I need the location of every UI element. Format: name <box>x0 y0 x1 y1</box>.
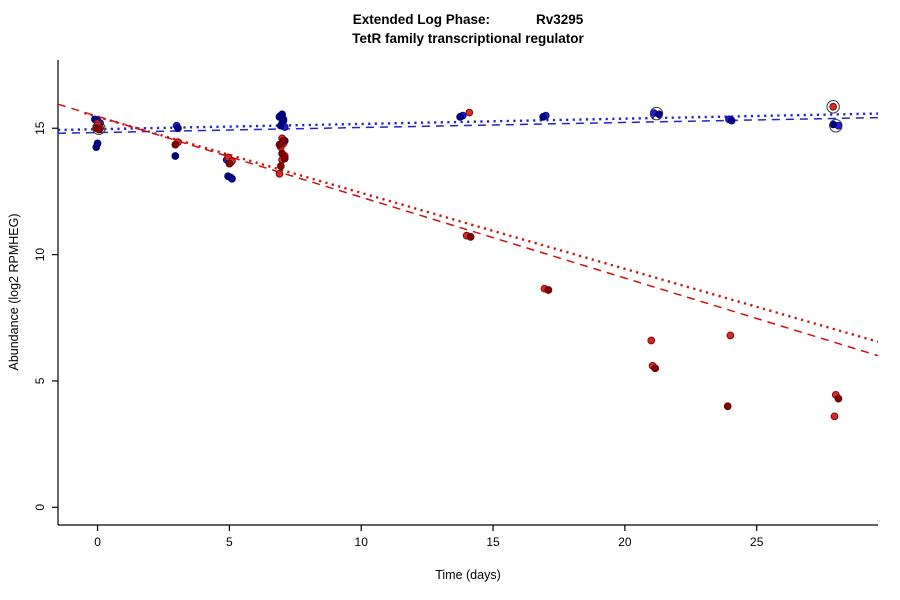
blue-replicate-2-point <box>171 152 180 160</box>
circled-outlier-mark <box>92 121 106 135</box>
chart-title-text: Extended Log Phase: <box>352 12 490 27</box>
x-axis-label: Time (days) <box>435 568 501 582</box>
x-tick-label: 5 <box>226 535 233 549</box>
y-tick-label: 15 <box>33 121 47 135</box>
red-replicate-2-point <box>225 159 234 168</box>
blue-dotted-fit-line <box>58 112 878 132</box>
red-replicate-1-point <box>830 412 839 421</box>
y-axis-label: Abundance (log2 RPMHEG) <box>7 213 21 371</box>
red-replicate-1-point <box>465 108 474 117</box>
red-replicate-2-point <box>544 286 553 294</box>
x-tick-label: 20 <box>618 535 632 549</box>
x-tick-label: 25 <box>750 535 764 549</box>
circled-outlier-mark <box>826 100 840 114</box>
x-tick-label: 0 <box>94 535 101 549</box>
circled-outlier-mark <box>829 119 843 133</box>
y-tick-label: 5 <box>33 377 47 384</box>
x-tick-label: 15 <box>486 535 500 549</box>
red-dotted-fit-line <box>84 111 878 343</box>
red-replicate-2-point <box>466 233 475 241</box>
red-replicate-2-point <box>276 162 285 170</box>
red-replicate-1-point <box>829 102 838 111</box>
chart-title: Extended Log Phase: Rv3295 <box>58 12 878 27</box>
circled-outlier-mark <box>649 106 664 121</box>
red-replicate-2-point <box>280 154 289 163</box>
blue-replicate-2-point <box>727 116 736 125</box>
red-replicate-2-point <box>651 364 660 373</box>
red-replicate-2-point <box>834 394 843 403</box>
blue-replicate-2-point <box>228 174 236 183</box>
chart-title-gene: Rv3295 <box>535 12 584 27</box>
y-tick-label: 10 <box>33 248 47 262</box>
red-replicate-1-point <box>726 331 735 340</box>
chart-subtitle: TetR family transcriptional regulator <box>352 31 584 46</box>
y-tick-label: 0 <box>33 504 47 511</box>
blue-dashed-fit-line <box>58 116 878 135</box>
red-replicate-2-point <box>275 140 284 149</box>
blue-replicate-2-point <box>174 124 182 133</box>
red-replicate-2-point <box>171 140 180 149</box>
red-replicate-2-point <box>723 402 732 411</box>
blue-replicate-2-point <box>276 121 285 130</box>
red-replicate-1-point <box>647 336 656 345</box>
red-replicate-2-point <box>95 125 103 134</box>
x-tick-label: 10 <box>355 535 369 549</box>
blue-replicate-2-point <box>92 143 101 152</box>
red-dashed-fit-line <box>58 103 878 357</box>
blue-replicate-2-point <box>456 113 464 121</box>
red-replicate-1-point <box>275 169 284 178</box>
blue-replicate-2-point <box>539 113 547 121</box>
